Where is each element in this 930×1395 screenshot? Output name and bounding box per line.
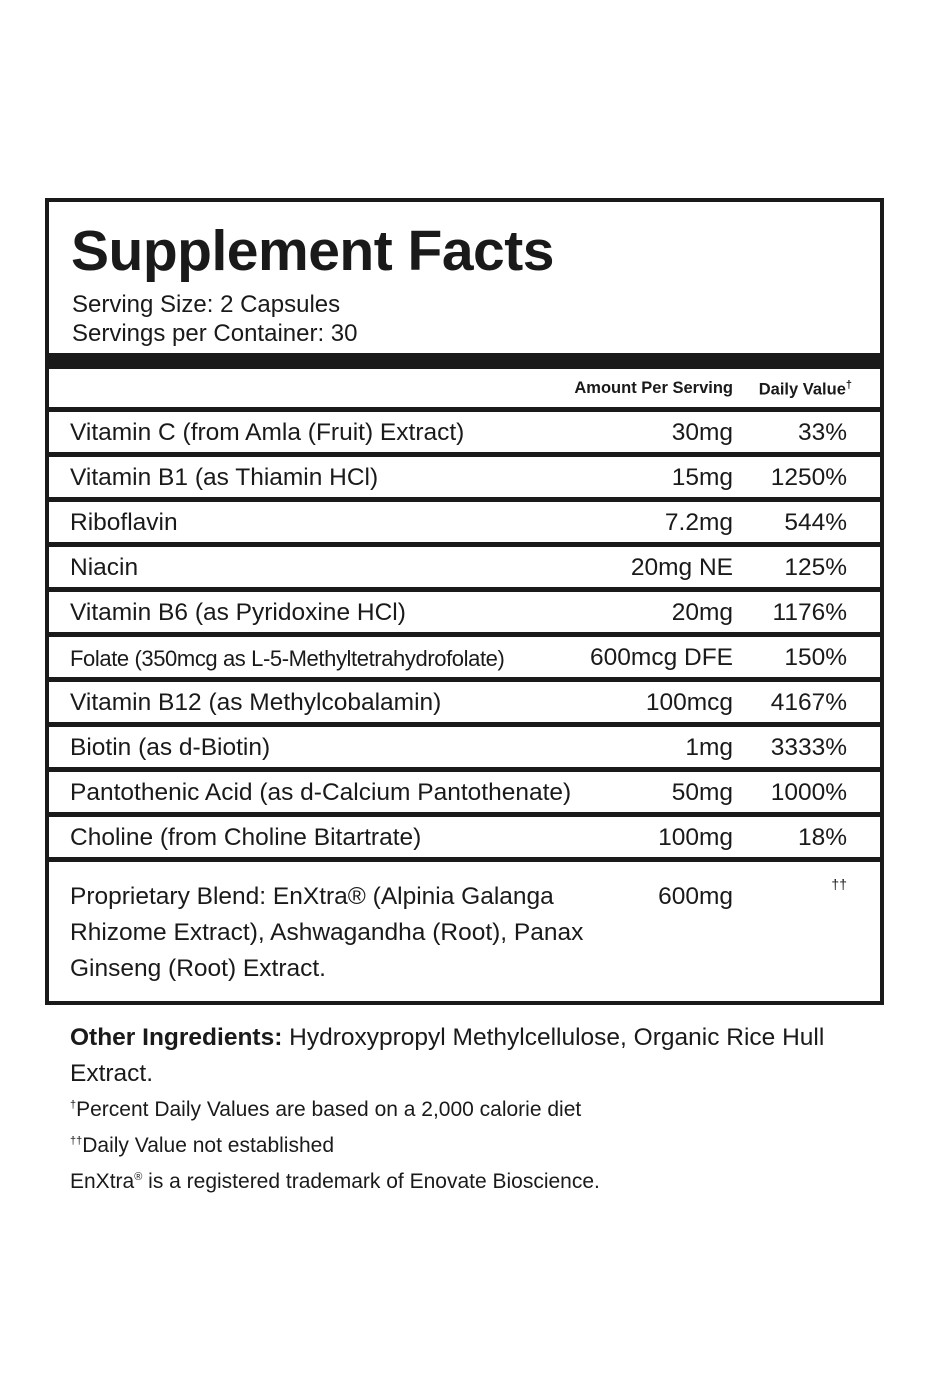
nutrient-name: Folate (350mcg as L-5-Methyltetrahydrofo… bbox=[70, 646, 505, 671]
blend-amount: 600mg bbox=[658, 883, 733, 910]
footnote-text: Percent Daily Values are based on a 2,00… bbox=[76, 1098, 582, 1121]
nutrient-daily-value: 1176% bbox=[772, 599, 847, 626]
nutrient-name: Vitamin C (from Amla (Fruit) Extract) bbox=[70, 419, 465, 446]
column-header: Amount Per Serving Daily Value† bbox=[49, 369, 880, 407]
nutrient-amount: 100mcg bbox=[645, 689, 733, 716]
double-dagger-mark: †† bbox=[70, 1135, 83, 1147]
nutrient-amount: 100mg bbox=[658, 824, 733, 851]
footnote-not-established: ††Daily Value not established bbox=[70, 1134, 870, 1158]
other-ingredients-text: Hydroxypropyl Methylcellulose, Organic R… bbox=[70, 1024, 825, 1087]
nutrient-name: Vitamin B1 (as Thiamin HCl) bbox=[70, 464, 379, 491]
nutrient-amount: 600mcg DFE bbox=[590, 644, 733, 671]
trademark-text: is a registered trademark of Enovate Bio… bbox=[142, 1170, 600, 1193]
dagger-mark: † bbox=[70, 1099, 77, 1111]
nutrient-amount: 20mg NE bbox=[630, 554, 733, 581]
nutrient-daily-value: 3333% bbox=[770, 734, 847, 761]
other-ingredients-label: Other Ingredients: bbox=[70, 1024, 283, 1051]
nutrient-amount: 20mg bbox=[671, 599, 733, 626]
nutrient-name: Riboflavin bbox=[70, 509, 178, 536]
nutrient-amount: 30mg bbox=[671, 419, 733, 446]
proprietary-blend-row: Proprietary Blend: EnXtra® (Alpinia Gala… bbox=[49, 857, 880, 1001]
nutrient-row: Vitamin B6 (as Pyridoxine HCl) 20mg 1176% bbox=[49, 587, 880, 632]
trademark-note: EnXtra® is a registered trademark of Eno… bbox=[70, 1170, 870, 1194]
supplement-facts-panel: Supplement Facts Serving Size: 2 Capsule… bbox=[45, 198, 884, 1005]
nutrient-row: Folate (350mcg as L-5-Methyltetrahydrofo… bbox=[49, 632, 880, 677]
nutrient-name: Vitamin B12 (as Methylcobalamin) bbox=[70, 689, 442, 716]
footnote-text: Daily Value not established bbox=[82, 1134, 335, 1157]
dagger-mark: † bbox=[845, 379, 852, 391]
amount-header: Amount Per Serving bbox=[574, 379, 733, 397]
footnote-dv: †Percent Daily Values are based on a 2,0… bbox=[70, 1098, 870, 1122]
nutrient-name: Choline (from Choline Bitartrate) bbox=[70, 824, 422, 851]
daily-value-header: Daily Value† bbox=[759, 379, 852, 400]
nutrient-row: Biotin (as d-Biotin) 1mg 3333% bbox=[49, 722, 880, 767]
daily-value-label: Daily Value bbox=[758, 380, 846, 399]
nutrient-daily-value: 544% bbox=[784, 509, 847, 536]
nutrient-row: Vitamin B12 (as Methylcobalamin) 100mcg 41… bbox=[49, 677, 880, 722]
registered-mark: ® bbox=[134, 1171, 143, 1183]
nutrient-daily-value: 1250% bbox=[770, 464, 847, 491]
nutrient-name: Pantothenic Acid (as d-Calcium Pantothen… bbox=[70, 779, 572, 806]
nutrient-daily-value: 33% bbox=[797, 419, 847, 446]
brand: EnXtra bbox=[70, 1170, 135, 1193]
nutrient-row: Riboflavin 7.2mg 544% bbox=[49, 497, 880, 542]
nutrient-amount: 7.2mg bbox=[664, 509, 733, 536]
other-ingredients: Other Ingredients: Hydroxypropyl Methylc… bbox=[70, 1020, 870, 1092]
panel-title: Supplement Facts bbox=[71, 219, 554, 283]
nutrient-row: Vitamin C (from Amla (Fruit) Extract) 30m… bbox=[49, 407, 880, 452]
serving-size: Serving Size: 2 Capsules bbox=[72, 291, 341, 318]
nutrient-name: Vitamin B6 (as Pyridoxine HCl) bbox=[70, 599, 406, 626]
nutrient-name: Niacin bbox=[70, 554, 139, 581]
servings-per-container: Servings per Container: 30 bbox=[72, 320, 358, 347]
nutrient-row: Vitamin B1 (as Thiamin HCl) 15mg 1250% bbox=[49, 452, 880, 497]
blend-dv: †† bbox=[831, 876, 847, 892]
nutrient-daily-value: 4167% bbox=[770, 689, 847, 716]
nutrient-amount: 1mg bbox=[685, 734, 733, 761]
nutrient-row: Choline (from Choline Bitartrate) 100mg 18… bbox=[49, 812, 880, 857]
nutrient-amount: 15mg bbox=[671, 464, 733, 491]
blend-name: Proprietary Blend: EnXtra® (Alpinia Gala… bbox=[70, 883, 584, 982]
nutrient-daily-value: 125% bbox=[784, 554, 847, 581]
nutrient-amount: 50mg bbox=[671, 779, 733, 806]
thick-divider bbox=[49, 353, 880, 369]
nutrient-row: Niacin 20mg NE 125% bbox=[49, 542, 880, 587]
nutrient-daily-value: 150% bbox=[784, 644, 847, 671]
nutrient-row: Pantothenic Acid (as d-Calcium Pantothen… bbox=[49, 767, 880, 812]
nutrient-daily-value: 18% bbox=[797, 824, 847, 851]
nutrient-name: Biotin (as d-Biotin) bbox=[70, 734, 271, 761]
nutrient-daily-value: 1000% bbox=[770, 779, 847, 806]
